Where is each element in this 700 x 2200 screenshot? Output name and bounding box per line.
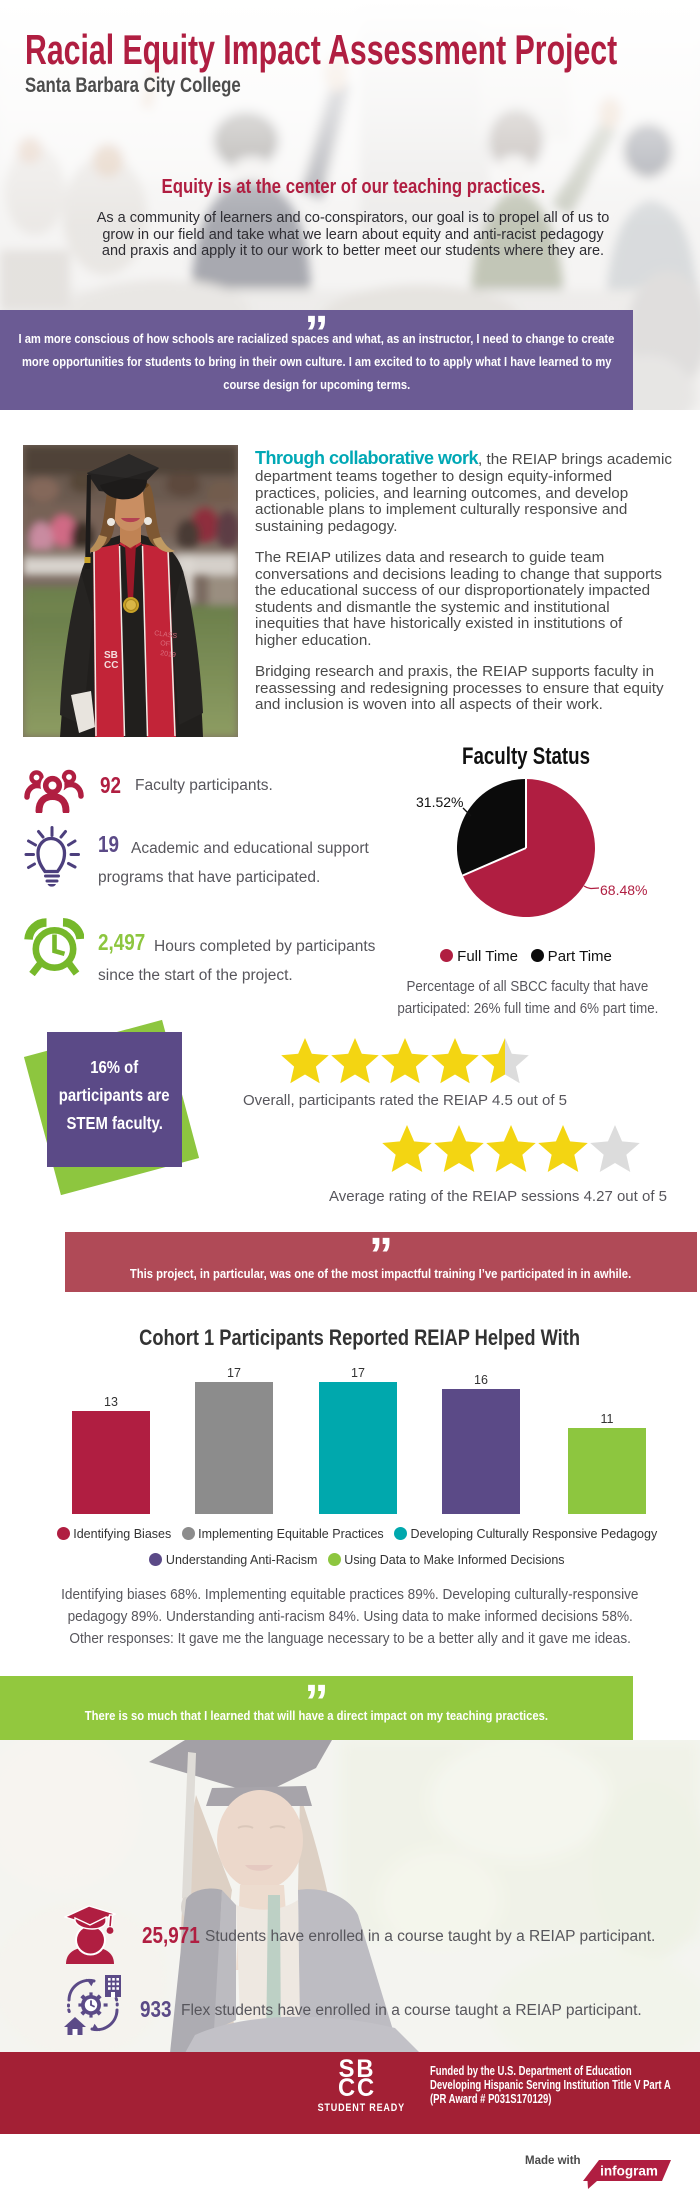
svg-text:SB: SB (104, 650, 118, 661)
svg-text:CLASS: CLASS (154, 630, 178, 640)
svg-text:OF: OF (160, 640, 171, 648)
svg-text:infogram: infogram (600, 2164, 658, 2179)
svg-text:2019: 2019 (160, 650, 177, 659)
svg-text:CC: CC (104, 660, 118, 671)
svg-text:13: 13 (104, 1395, 118, 1409)
svg-text:11: 11 (601, 1412, 614, 1426)
svg-text:16: 16 (474, 1373, 488, 1387)
svg-text:17: 17 (227, 1366, 241, 1380)
svg-text:17: 17 (351, 1366, 365, 1380)
